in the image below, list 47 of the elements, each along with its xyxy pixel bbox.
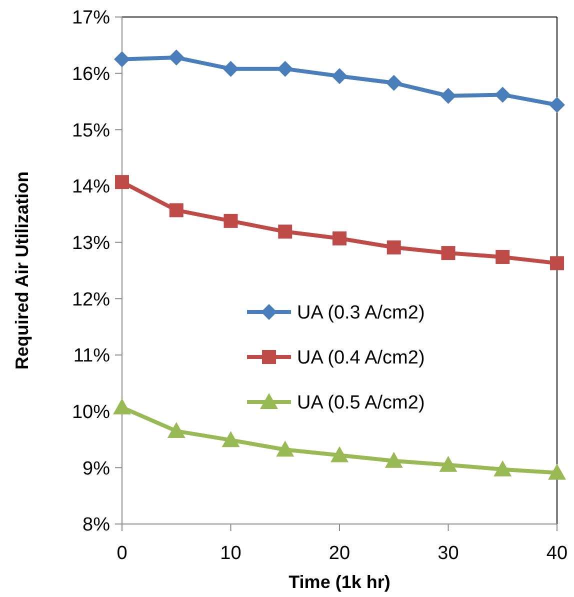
y-tick-label: 13%: [72, 232, 110, 254]
legend-label: UA (0.5 A/cm2): [297, 392, 425, 414]
point: [277, 60, 294, 77]
point: [222, 60, 239, 77]
y-tick-label: 16%: [72, 64, 110, 85]
point: [224, 214, 238, 228]
legend-label: UA (0.3 A/cm2): [297, 302, 425, 324]
point: [332, 68, 348, 84]
point: [494, 86, 511, 103]
x-axis-title: Time (1k hr): [288, 572, 390, 592]
y-axis-title: Required Air Utilization: [12, 171, 32, 370]
x-tick-label: 0: [116, 543, 128, 564]
legend-label: UA (0.4 A/cm2): [297, 348, 425, 369]
point: [330, 446, 348, 462]
x-tick-label: 10: [220, 543, 242, 564]
point: [550, 256, 564, 270]
point: [114, 51, 130, 68]
x-tick-label: 30: [438, 543, 459, 564]
y-tick-label: 11%: [73, 346, 110, 367]
point: [278, 224, 292, 239]
y-tick-label: 17%: [72, 8, 110, 29]
x-tick-label: 20: [328, 543, 350, 564]
point: [168, 50, 184, 66]
y-tick-label: 9%: [82, 458, 110, 480]
point: [222, 431, 240, 448]
point: [494, 460, 512, 476]
point: [113, 398, 131, 414]
point: [386, 240, 401, 254]
y-tick-label: 15%: [72, 120, 110, 142]
point: [384, 452, 403, 468]
point: [332, 231, 346, 246]
point: [440, 88, 456, 104]
y-tick-label: 14%: [72, 176, 110, 198]
point: [441, 246, 456, 260]
y-tick-label: 12%: [72, 289, 110, 310]
point: [169, 203, 184, 218]
y-tick-label: 8%: [82, 514, 110, 536]
point: [549, 96, 565, 113]
point: [439, 456, 458, 472]
point: [167, 422, 186, 438]
point: [386, 74, 402, 91]
point: [115, 175, 129, 190]
point: [548, 464, 566, 480]
point: [276, 440, 294, 457]
point: [496, 250, 510, 264]
x-tick-label: 40: [546, 543, 568, 564]
y-tick-label: 10%: [72, 402, 110, 423]
